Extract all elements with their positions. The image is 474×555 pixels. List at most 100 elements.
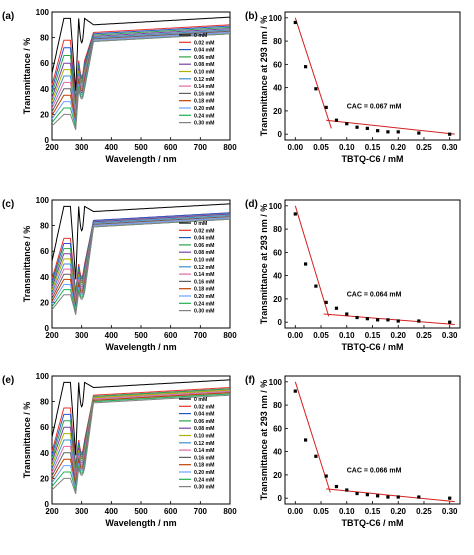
y-tick-label: 80 (273, 401, 282, 410)
y-tick-label: 100 (269, 378, 283, 387)
y-tick-label: 0 (45, 500, 50, 509)
data-point (386, 130, 390, 134)
spectrum-line (51, 216, 231, 307)
panel-label: (b) (245, 11, 258, 22)
y-tick-label: 100 (269, 202, 283, 211)
y-tick-label: 40 (40, 449, 49, 458)
legend-entry: 0.14 mM (194, 272, 214, 278)
plot-frame (284, 199, 461, 329)
data-point (376, 494, 380, 498)
x-tick-label: 600 (164, 331, 178, 340)
x-tick-label: 0.10 (339, 507, 355, 516)
legend-entry: 0.16 mM (194, 279, 214, 285)
x-tick-label: 500 (134, 143, 148, 152)
x-tick-label: 800 (223, 331, 237, 340)
legend-entry: 0.16 mM (194, 91, 214, 97)
spectrum-line (51, 203, 231, 280)
y-tick-label: 0 (45, 136, 50, 145)
spectrum-line (51, 392, 231, 487)
x-tick-label: 300 (75, 507, 89, 516)
legend-entry: 0.24 mM (194, 477, 214, 483)
legend-entry: 0.20 mM (194, 470, 214, 476)
data-point (448, 320, 452, 324)
x-tick-label: 0.10 (339, 143, 355, 152)
y-tick-label: 40 (40, 85, 49, 94)
panel-label: (d) (245, 199, 258, 210)
y-tick-label: 80 (273, 37, 282, 46)
x-tick-label: 0.00 (288, 331, 304, 340)
data-point (314, 87, 318, 91)
legend-entry: 0.12 mM (194, 265, 214, 271)
spectrum-line (51, 388, 230, 471)
data-point (355, 125, 359, 129)
legend-entry: 0.12 mM (194, 77, 214, 83)
panel-b: 0.00 0.05 0.10 0.15 0.20 0.25 0.30 0 20 40 60 80 100… (245, 11, 461, 164)
spectrum-line (51, 24, 230, 101)
x-tick-label: 0.15 (365, 331, 381, 340)
y-tick-label: 40 (273, 84, 282, 93)
data-point (303, 262, 308, 266)
y-tick-label: 100 (269, 14, 283, 23)
x-tick-label: 0.15 (365, 507, 381, 516)
x-axis-label: TBTQ-C6 / mM (342, 154, 404, 164)
y-tick-label: 60 (273, 248, 282, 257)
x-axis-label: Wavelength / nm (105, 518, 176, 528)
data-point (355, 491, 359, 496)
data-point (396, 319, 400, 323)
data-point (417, 319, 421, 323)
x-tick-label: 0.00 (288, 507, 304, 516)
y-tick-label: 0 (278, 318, 283, 327)
legend-entry: 0.18 mM (194, 287, 214, 293)
spectrum-line (51, 30, 230, 120)
spectrum-line (51, 33, 230, 130)
data-point (386, 495, 390, 499)
panel-label: (e) (2, 375, 14, 386)
x-tick-label: 800 (223, 143, 237, 152)
data-point (417, 131, 421, 135)
y-axis-label: Transmittance / % (22, 226, 32, 303)
legend-entry: 0.14 mM (194, 448, 214, 454)
panel-c: 200 300 400 500 600 700 800 0 20 40 60 80 100 Wavelen… (2, 196, 237, 352)
x-tick-label: 300 (75, 143, 89, 152)
x-tick-label: 0.25 (416, 143, 432, 152)
x-tick-label: 700 (194, 143, 208, 152)
spectrum-line (51, 16, 231, 92)
data-point (417, 495, 421, 499)
plot-frame (284, 11, 461, 141)
legend-entry: 0.20 mM (194, 294, 214, 300)
x-tick-label: 300 (75, 331, 89, 340)
x-tick-label: 400 (105, 331, 119, 340)
data-point (448, 132, 452, 136)
legend-entry: 0.06 mM (194, 55, 214, 61)
data-point (293, 212, 297, 216)
y-tick-label: 40 (273, 448, 282, 457)
panel-f: 0.00 0.05 0.10 0.15 0.20 0.25 0.30 0 20 40 60 80 100… (245, 375, 461, 528)
legend-entry: 0.14 mM (194, 84, 214, 90)
y-axis-label: Transmittance at 293 nm / % (259, 16, 269, 137)
y-axis-label: Transmittance at 293 nm / % (259, 380, 269, 501)
panel-label: (c) (2, 199, 14, 210)
panel-e: 200 300 400 500 600 700 800 0 20 40 60 80 100 Wavelen… (2, 372, 237, 528)
x-tick-label: 200 (45, 507, 59, 516)
x-tick-label: 0.20 (390, 331, 406, 340)
x-tick-label: 0.20 (390, 143, 406, 152)
data-point (324, 474, 328, 478)
spectrum-line (51, 26, 230, 107)
legend-entry: 0.02 mM (194, 228, 214, 234)
cac-annotation: CAC = 0.064 mM (347, 292, 402, 299)
y-axis-label: Transmittance / % (22, 402, 32, 479)
spectrum-line (51, 29, 231, 115)
data-point (396, 130, 400, 134)
y-axis-label: Transmittance / % (22, 38, 32, 115)
data-point (334, 118, 339, 122)
spectrum-line (51, 25, 230, 104)
spectrum-line (51, 389, 230, 476)
y-tick-label: 20 (273, 295, 282, 304)
legend-entry: 0 mM (194, 397, 207, 403)
data-point (355, 315, 359, 320)
legend-entry: 0 mM (194, 33, 207, 39)
x-tick-label: 200 (45, 331, 59, 340)
panel-a: 200 300 400 500 600 700 800 0 20 40 60 80 100 Wavelen… (2, 8, 237, 164)
plot-frame (284, 375, 461, 505)
x-axis-label: Wavelength / nm (105, 154, 176, 164)
